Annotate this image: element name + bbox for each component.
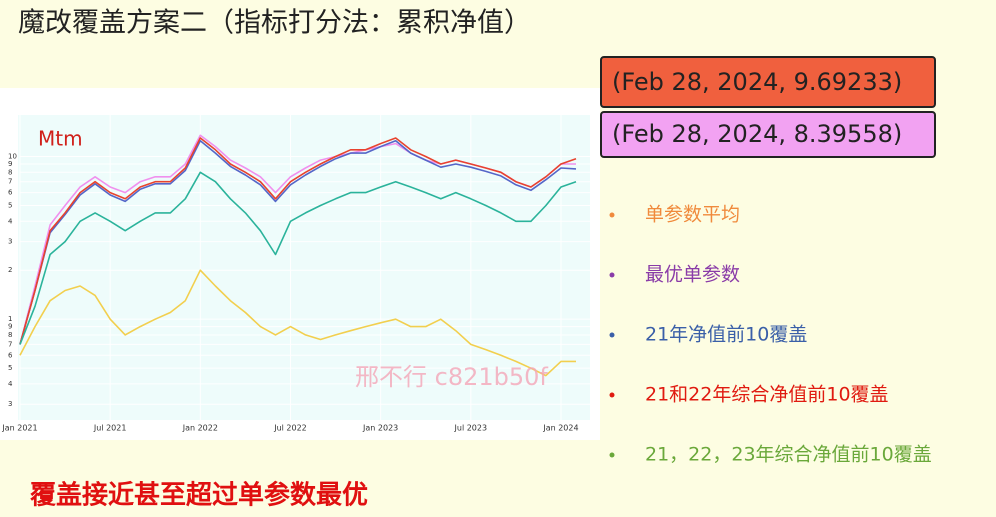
y-tick-label: 6 xyxy=(8,351,13,359)
series-line xyxy=(19,171,577,345)
legend-marker xyxy=(609,392,615,398)
x-tick-label: Jul 2022 xyxy=(273,424,307,433)
conclusion: 覆盖接近甚至超过单参数最优 xyxy=(29,480,368,511)
x-tick-label: Jan 2023 xyxy=(362,424,398,433)
plot-area xyxy=(18,115,590,420)
hover-text: (Feb 28, 2024, 9.69233) xyxy=(612,68,902,96)
y-tick-label: 5 xyxy=(8,364,12,372)
y-tick-label: 7 xyxy=(8,340,12,348)
y-tick-label: 3 xyxy=(8,238,12,246)
y-tick-label: 5 xyxy=(8,201,12,209)
legend-label: 单参数平均 xyxy=(645,204,740,226)
legend-label: 最优单参数 xyxy=(645,264,740,286)
x-tick-label: Jan 2024 xyxy=(542,424,578,433)
y-tick-label: 8 xyxy=(8,331,12,339)
hover-label xyxy=(600,111,936,158)
series-line xyxy=(19,137,577,345)
x-tick-label: Jul 2023 xyxy=(454,424,488,433)
hover-text: (Feb 28, 2024, 8.39558) xyxy=(612,120,902,148)
y-tick-label: 10 xyxy=(8,153,17,161)
x-tick-label: Jan 2022 xyxy=(182,424,218,433)
y-tick-label: 1 xyxy=(8,315,12,323)
legend-marker xyxy=(609,452,615,458)
y-tick-label: 4 xyxy=(8,380,13,388)
y-tick-label: 4 xyxy=(8,217,13,225)
legend-label: 21和22年综合净值前10覆盖 xyxy=(645,384,889,406)
y-tick-label: 2 xyxy=(8,266,12,274)
chart-title: Mtm xyxy=(38,127,83,151)
hover-label xyxy=(600,56,936,108)
legend-marker xyxy=(609,272,615,278)
y-tick-label: 6 xyxy=(8,189,13,197)
legend-label: 21，22，23年综合净值前10覆盖 xyxy=(645,444,932,466)
watermark: 邢不行 c821b50f xyxy=(355,363,548,391)
x-tick-label: Jul 2021 xyxy=(93,424,127,433)
slide-title: 魔改覆盖方案二（指标打分法：累积净值） xyxy=(18,8,531,39)
y-tick-label: 3 xyxy=(8,400,12,408)
x-tick-label: Jan 2021 xyxy=(1,424,37,433)
series-line xyxy=(19,269,576,377)
legend-label: 21年净值前10覆盖 xyxy=(645,324,807,346)
y-tick-label: 9 xyxy=(8,323,12,331)
y-tick-label: 8 xyxy=(8,168,12,176)
y-tick-label: 9 xyxy=(8,160,12,168)
y-tick-label: 7 xyxy=(8,178,12,186)
legend-marker xyxy=(609,332,615,338)
legend-marker xyxy=(609,212,615,218)
series-line xyxy=(19,140,577,345)
